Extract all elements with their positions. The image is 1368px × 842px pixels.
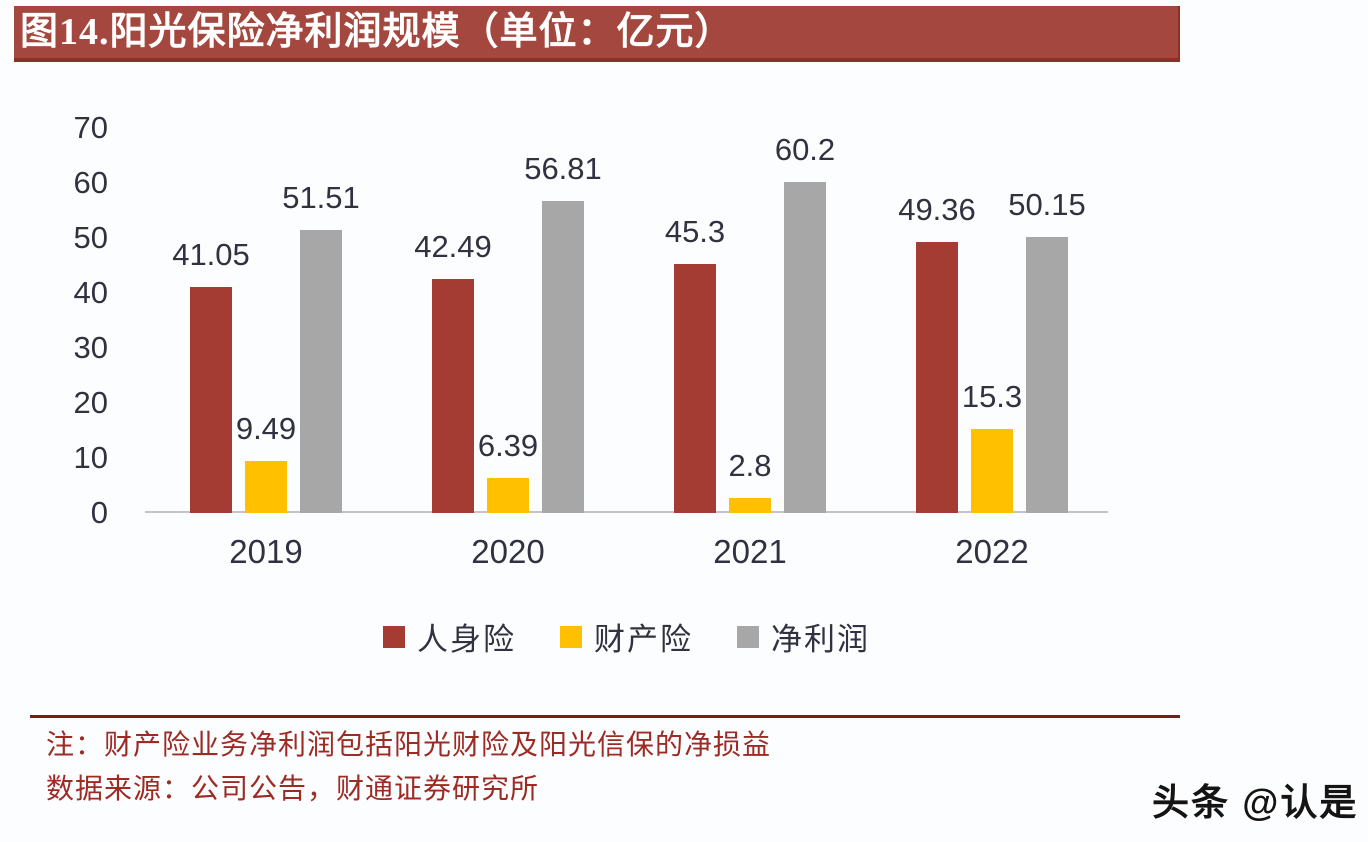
x-axis-line <box>145 511 1108 513</box>
legend-item: 人身险 <box>383 614 516 659</box>
y-axis-tick-label: 60 <box>73 165 108 200</box>
legend-label: 财产险 <box>594 622 693 657</box>
y-axis-tick-label: 0 <box>90 495 108 530</box>
bar <box>971 429 1013 513</box>
x-axis-label: 2019 <box>229 533 303 570</box>
watermark: 头条 @认是 <box>1152 782 1359 823</box>
bar-value-label: 60.2 <box>774 132 836 167</box>
bar-value-label: 50.15 <box>1008 187 1086 222</box>
bar <box>729 498 771 513</box>
y-axis-tick-label: 30 <box>73 330 108 365</box>
footnote: 注：财产险业务净利润包括阳光财险及阳光信保的净损益 <box>46 730 772 761</box>
bar <box>784 182 826 513</box>
bar <box>916 242 958 513</box>
bar-value-label: 6.39 <box>477 428 539 463</box>
data-source: 数据来源：公司公告，财通证券研究所 <box>46 774 540 805</box>
bar-value-label: 49.36 <box>898 192 976 227</box>
bar-value-label: 2.8 <box>728 448 772 483</box>
legend-swatch <box>383 625 405 648</box>
bar <box>190 287 232 513</box>
bar <box>542 201 584 513</box>
bar-chart: 0 10 20 30 40 50 60 70 41.05 9.49 51.51 2019 42.49 6.… <box>73 110 1108 570</box>
legend-swatch <box>737 625 759 648</box>
bar <box>300 230 342 513</box>
legend-label: 净利润 <box>771 622 870 657</box>
bar-value-label: 42.49 <box>414 229 492 264</box>
bar-value-label: 41.05 <box>172 237 250 272</box>
bar <box>487 478 529 513</box>
x-axis-label: 2020 <box>471 533 545 570</box>
x-axis-label: 2022 <box>955 533 1029 570</box>
legend-label: 人身险 <box>417 622 516 657</box>
legend-item: 净利润 <box>737 614 870 659</box>
bar-value-label: 9.49 <box>235 411 297 446</box>
y-axis-tick-label: 50 <box>73 220 108 255</box>
legend-swatch <box>560 625 582 648</box>
bar-value-label: 45.3 <box>664 214 726 249</box>
y-axis-tick-label: 40 <box>73 275 108 310</box>
bar-value-label: 56.81 <box>524 151 602 186</box>
bar <box>245 461 287 513</box>
y-axis-tick-label: 20 <box>73 385 108 420</box>
bar <box>1026 237 1068 513</box>
bar <box>674 264 716 513</box>
bar-value-label: 51.51 <box>282 180 360 215</box>
footer-divider <box>30 715 1180 718</box>
y-axis-tick-label: 70 <box>73 110 108 145</box>
bar <box>432 279 474 513</box>
bar-value-label: 15.3 <box>961 379 1023 414</box>
y-axis-tick-label: 10 <box>73 440 108 475</box>
x-axis-label: 2021 <box>713 533 787 570</box>
legend-item: 财产险 <box>560 614 693 659</box>
chart-legend: 人身险 财产险 净利润 <box>145 614 1108 659</box>
figure-title-bar: 图14.阳光保险净利润规模（单位：亿元） <box>14 6 1180 62</box>
figure-title: 图14.阳光保险净利润规模（单位：亿元） <box>20 11 734 53</box>
